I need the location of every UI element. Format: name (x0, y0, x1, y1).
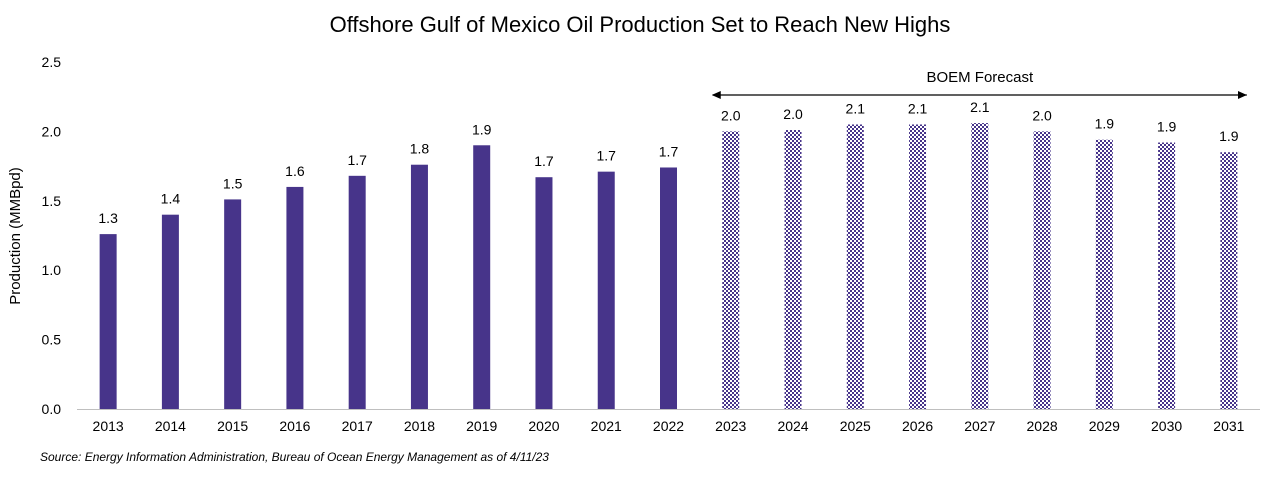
x-tick-label: 2027 (964, 418, 995, 434)
x-tick-label: 2029 (1089, 418, 1120, 434)
forecast-bar (1158, 142, 1176, 409)
forecast-bar (1220, 152, 1238, 409)
x-tick-label: 2014 (155, 418, 186, 434)
y-tick-label: 0.5 (42, 332, 62, 348)
data-label: 2.0 (721, 107, 741, 123)
forecast-bar (971, 123, 989, 410)
y-tick-label: 1.0 (42, 262, 62, 278)
x-tick-label: 2015 (217, 418, 248, 434)
actual-bar (473, 145, 491, 409)
x-tick-label: 2025 (840, 418, 871, 434)
forecast-bar (846, 124, 864, 410)
forecast-bar (784, 130, 802, 409)
x-tick-label: 2026 (902, 418, 933, 434)
forecast-bar (722, 131, 740, 409)
y-axis-label: Production (MMBpd) (7, 167, 24, 305)
x-tick-label: 2024 (777, 418, 808, 434)
data-label: 2.1 (846, 100, 866, 116)
y-tick-label: 2.5 (42, 54, 62, 70)
data-label: 1.7 (534, 153, 554, 169)
x-tick-label: 2028 (1027, 418, 1058, 434)
forecast-annotation: BOEM Forecast (711, 69, 1247, 99)
x-tick-label: 2018 (404, 418, 435, 434)
x-tick-label: 2017 (342, 418, 373, 434)
data-label: 1.5 (223, 175, 243, 191)
actual-bar (410, 164, 428, 409)
actual-bar (161, 214, 179, 409)
data-label: 1.6 (285, 163, 305, 179)
x-tick-label: 2013 (93, 418, 124, 434)
data-label: 1.7 (659, 143, 679, 159)
y-tick-label: 0.0 (42, 401, 62, 417)
x-tick-label: 2023 (715, 418, 746, 434)
data-label: 2.0 (1032, 107, 1052, 123)
forecast-label: BOEM Forecast (926, 69, 1034, 86)
forecast-bar (1033, 131, 1051, 409)
y-tick-label: 2.0 (42, 123, 62, 139)
actual-bar (597, 171, 615, 409)
actual-bar (286, 186, 304, 409)
x-tick-label: 2031 (1213, 418, 1244, 434)
actual-bar (660, 167, 677, 409)
data-label: 1.9 (1157, 119, 1177, 135)
chart-title: Offshore Gulf of Mexico Oil Production S… (329, 12, 951, 37)
source-note: Source: Energy Information Administratio… (40, 450, 549, 464)
data-label: 1.9 (472, 121, 492, 137)
y-axis: 0.0 0.5 1.0 1.5 2.0 2.5 (42, 54, 62, 417)
data-label: 1.8 (410, 141, 430, 157)
bars-group: 1.3 1.4 1.5 1.6 1.7 1.8 1.9 1.7 1.7 1.7 2.0 2.0 2.1 2… (98, 99, 1239, 410)
forecast-bar (1095, 139, 1113, 409)
x-tick-label: 2021 (591, 418, 622, 434)
x-tick-label: 2019 (466, 418, 497, 434)
actual-bar (535, 177, 553, 409)
actual-bar (348, 175, 366, 409)
data-label: 1.9 (1095, 116, 1115, 132)
data-label: 2.1 (970, 99, 990, 115)
x-tick-label: 2016 (279, 418, 310, 434)
data-label: 1.4 (161, 191, 181, 207)
data-label: 2.1 (908, 100, 928, 116)
y-tick-label: 1.5 (42, 193, 62, 209)
data-label: 1.7 (347, 152, 367, 168)
data-label: 1.7 (597, 148, 617, 164)
data-label: 1.3 (98, 210, 118, 226)
x-tick-label: 2030 (1151, 418, 1182, 434)
x-tick-label: 2020 (528, 418, 559, 434)
forecast-bar (909, 124, 927, 410)
actual-bar (99, 234, 117, 409)
x-tick-label: 2022 (653, 418, 684, 434)
x-axis: 2013 2014 2015 2016 2017 2018 2019 2020 2021 2022… (77, 409, 1260, 434)
data-label: 2.0 (783, 106, 803, 122)
data-label: 1.9 (1219, 128, 1239, 144)
actual-bar (224, 199, 242, 409)
